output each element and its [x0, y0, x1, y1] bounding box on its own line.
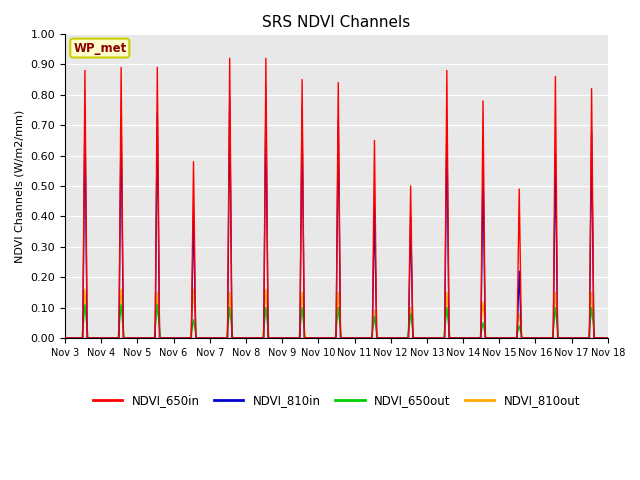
Text: WP_met: WP_met [73, 42, 127, 55]
Y-axis label: NDVI Channels (W/m2/mm): NDVI Channels (W/m2/mm) [15, 109, 25, 263]
Title: SRS NDVI Channels: SRS NDVI Channels [262, 15, 410, 30]
Legend: NDVI_650in, NDVI_810in, NDVI_650out, NDVI_810out: NDVI_650in, NDVI_810in, NDVI_650out, NDV… [88, 390, 585, 412]
